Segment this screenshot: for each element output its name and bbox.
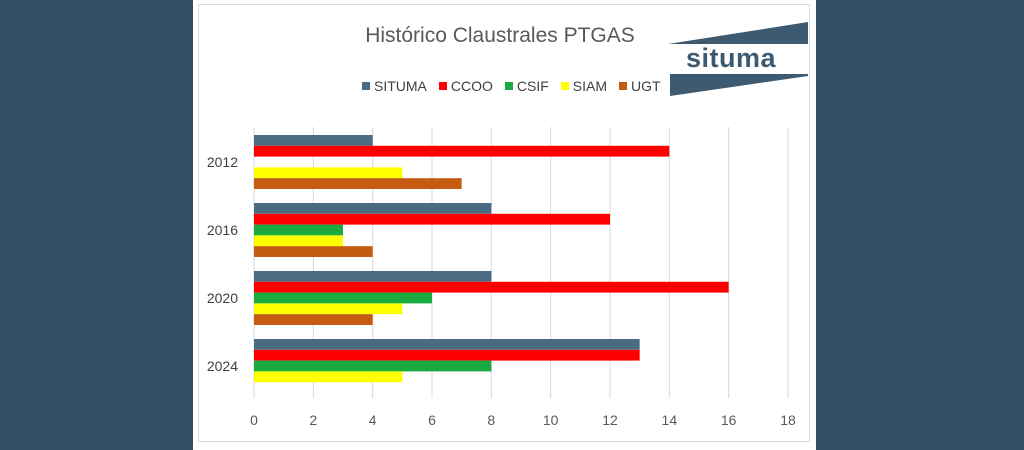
bar-siam-2012 [254, 167, 403, 179]
y-category-label: 2024 [207, 358, 238, 374]
bar-situma-2024 [254, 339, 640, 350]
bar-ccoo-2020 [254, 281, 729, 293]
bar-csif-2020 [254, 292, 432, 304]
bar-situma-2020 [254, 271, 492, 282]
legend-item-siam: SIAM [560, 78, 608, 94]
bar-ugt-2012 [254, 178, 462, 189]
bar-ugt-2020 [254, 314, 373, 325]
bar-ugt-2016 [254, 246, 373, 257]
bar-situma-2016 [254, 203, 492, 214]
legend-label: SITUMA [374, 78, 427, 94]
x-tick-label: 4 [369, 412, 377, 428]
x-tick-label: 10 [543, 412, 559, 428]
bar-ccoo-2016 [254, 213, 610, 225]
bar-siam-2020 [254, 303, 403, 315]
legend-swatch [438, 82, 447, 90]
bar-csif-2016 [254, 224, 343, 236]
bar-ccoo-2012 [254, 145, 670, 157]
legend-label: CSIF [516, 78, 549, 94]
bar-siam-2016 [254, 235, 343, 247]
legend-swatch [362, 82, 370, 90]
x-tick-label: 16 [721, 412, 737, 428]
chart-title: Histórico Claustrales PTGAS [365, 24, 635, 47]
y-category-label: 2020 [207, 290, 238, 306]
x-tick-label: 18 [780, 412, 796, 428]
x-tick-label: 12 [602, 412, 618, 428]
x-tick-label: 0 [250, 412, 258, 428]
bar-ccoo-2024 [254, 349, 640, 361]
logo-text: situma [686, 43, 777, 73]
legend-label: CCOO [450, 78, 493, 94]
legend-label: SIAM [572, 78, 608, 94]
legend-item-situma: SITUMA [362, 78, 427, 94]
x-tick-label: 2 [309, 412, 317, 428]
legend-swatch [560, 82, 569, 90]
y-category-label: 2012 [207, 154, 238, 170]
legend-label: UGT [631, 78, 661, 94]
legend-swatch [504, 82, 513, 90]
legend-item-ugt: UGT [619, 78, 661, 94]
x-tick-label: 8 [487, 412, 495, 428]
x-tick-label: 14 [662, 412, 678, 428]
situma-logo: situma [668, 22, 808, 96]
legend-item-csif: CSIF [504, 78, 549, 94]
bar-siam-2024 [254, 371, 403, 383]
bar-situma-2012 [254, 135, 373, 146]
legend-item-ccoo: CCOO [438, 78, 493, 94]
legend-swatch [619, 82, 628, 90]
x-tick-label: 6 [428, 412, 436, 428]
y-category-label: 2016 [207, 222, 238, 238]
chart-legend: SITUMA CCOO CSIF SIAM UGT [362, 77, 661, 95]
bar-csif-2024 [254, 360, 492, 372]
logo-shape-icon [668, 22, 808, 96]
